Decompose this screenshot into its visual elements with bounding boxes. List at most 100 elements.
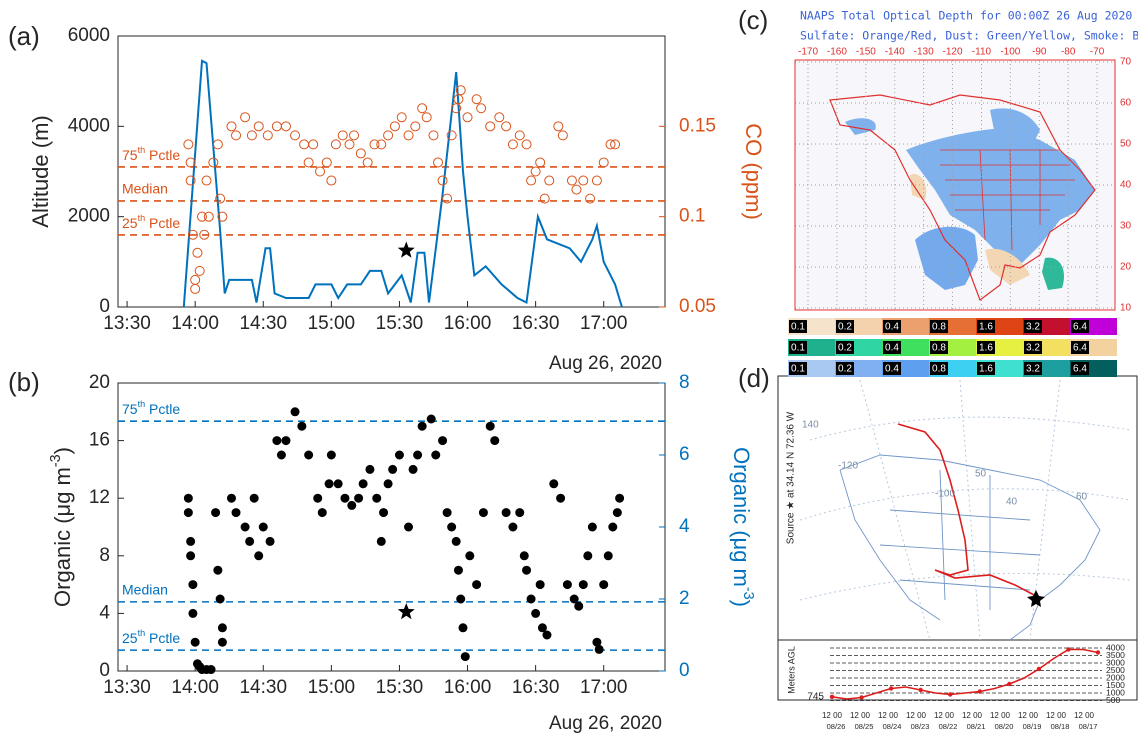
y-tick-label: 4000: [68, 115, 110, 136]
colorbar-label: 0.4: [885, 322, 899, 333]
colorbar-label: 3.2: [1026, 343, 1040, 354]
data-point: [212, 139, 223, 150]
data-point: [438, 436, 448, 446]
y-tick-label: 6000: [68, 25, 110, 46]
y2-tick-label: 0: [679, 660, 690, 681]
colorbar-tag: [883, 341, 901, 354]
colorbar-tag: [789, 362, 807, 375]
data-point: [456, 594, 466, 604]
y-tick-label: 2000: [68, 206, 110, 227]
x-tick-label: 12 00: [1046, 711, 1067, 720]
star-marker: [397, 241, 415, 258]
data-point: [211, 508, 221, 518]
star-marker: [397, 603, 415, 620]
date-label: 08/24: [883, 722, 902, 731]
data-point: [383, 130, 394, 141]
data-point: [556, 493, 566, 503]
smoke-plume: [906, 128, 1095, 265]
data-point: [615, 493, 625, 503]
data-point: [578, 175, 589, 186]
data-point: [608, 522, 618, 532]
data-point: [365, 464, 375, 474]
colorbar-label: 1.6: [979, 343, 993, 354]
data-point: [188, 608, 198, 618]
colorbar-tag: [883, 320, 901, 333]
y-tick-label: 2000: [1106, 672, 1125, 682]
data-point: [231, 130, 242, 141]
data-point: [290, 407, 300, 417]
data-point: [308, 139, 319, 150]
superscript: th: [138, 400, 146, 410]
height-point: [888, 686, 894, 691]
date-label: 08/17: [1079, 722, 1098, 731]
smoke-plume: [845, 118, 876, 135]
data-point: [206, 665, 216, 675]
colorbar-label: 0.2: [838, 343, 852, 354]
colorbar-label: 0.1: [791, 364, 805, 375]
data-point: [369, 139, 380, 150]
colorbar-tag: [883, 362, 901, 375]
date-label: 08/19: [1023, 722, 1042, 731]
data-point: [507, 139, 518, 150]
data-point: [508, 522, 518, 532]
x-tick-label: 14:30: [239, 313, 287, 334]
data-point: [388, 464, 398, 474]
data-point: [326, 175, 337, 186]
map-title: NAAPS Total Optical Depth for 00:00Z 26 …: [800, 9, 1132, 23]
label-part: Organic (μg m: [50, 467, 75, 607]
reference-label: 75th Pctle: [122, 145, 180, 162]
data-point: [408, 464, 418, 474]
colorbar-tag: [1071, 341, 1089, 354]
data-point: [458, 623, 468, 633]
graticule-label: -120: [838, 461, 858, 472]
date-label: 08/25: [855, 722, 874, 731]
y-tick-label: 1500: [1106, 680, 1125, 690]
map-d-layer: [777, 375, 1138, 701]
longitude-label: -140: [885, 47, 905, 58]
data-point: [347, 500, 357, 510]
label-part: 75: [122, 147, 138, 163]
superscript: -3: [48, 454, 64, 467]
data-point: [451, 536, 461, 546]
data-point: [372, 493, 382, 503]
data-point: [253, 121, 264, 132]
x-tick-label: 13:30: [103, 677, 151, 698]
data-point: [569, 594, 579, 604]
data-point: [442, 508, 452, 518]
smoke-plume: [990, 108, 1040, 150]
data-point: [417, 103, 428, 114]
colorbar-tag: [1071, 320, 1089, 333]
y2-tick-label: 4: [679, 516, 690, 537]
data-point: [465, 551, 475, 561]
colorbar-label: 0.8: [932, 343, 946, 354]
data-point: [389, 121, 400, 132]
y2-tick-label: 0.05: [679, 296, 716, 317]
data-point: [447, 522, 457, 532]
data-point: [585, 193, 596, 204]
colorbar-label: 1.6: [979, 364, 993, 375]
data-point: [321, 157, 332, 168]
data-point: [594, 644, 604, 654]
sulfate-plume: [910, 174, 927, 200]
data-point: [376, 139, 387, 150]
longitude-label: -100: [1000, 47, 1020, 58]
x-tick-label: 15:00: [308, 313, 356, 334]
reference-label: 25th Pctle: [122, 629, 180, 646]
data-point: [362, 157, 373, 168]
y2-axis-label: Organic (μg m-3): [729, 447, 756, 607]
data-point: [526, 175, 537, 186]
colorbar-label: 1.6: [979, 322, 993, 333]
colorbar-tag: [930, 362, 948, 375]
data-point: [557, 130, 568, 141]
data-point: [542, 630, 552, 640]
x-tick-label: 12 00: [990, 711, 1011, 720]
data-point: [201, 175, 212, 186]
data-point: [299, 139, 310, 150]
smoke-plume: [915, 226, 978, 290]
longitude-label: -120: [943, 47, 963, 58]
height-point: [948, 692, 953, 697]
x-tick-label: 12 00: [850, 711, 871, 720]
colorbar-tag: [977, 341, 995, 354]
colorbar-label: 3.2: [1026, 322, 1040, 333]
y2-tick-label: 0.15: [679, 115, 716, 136]
